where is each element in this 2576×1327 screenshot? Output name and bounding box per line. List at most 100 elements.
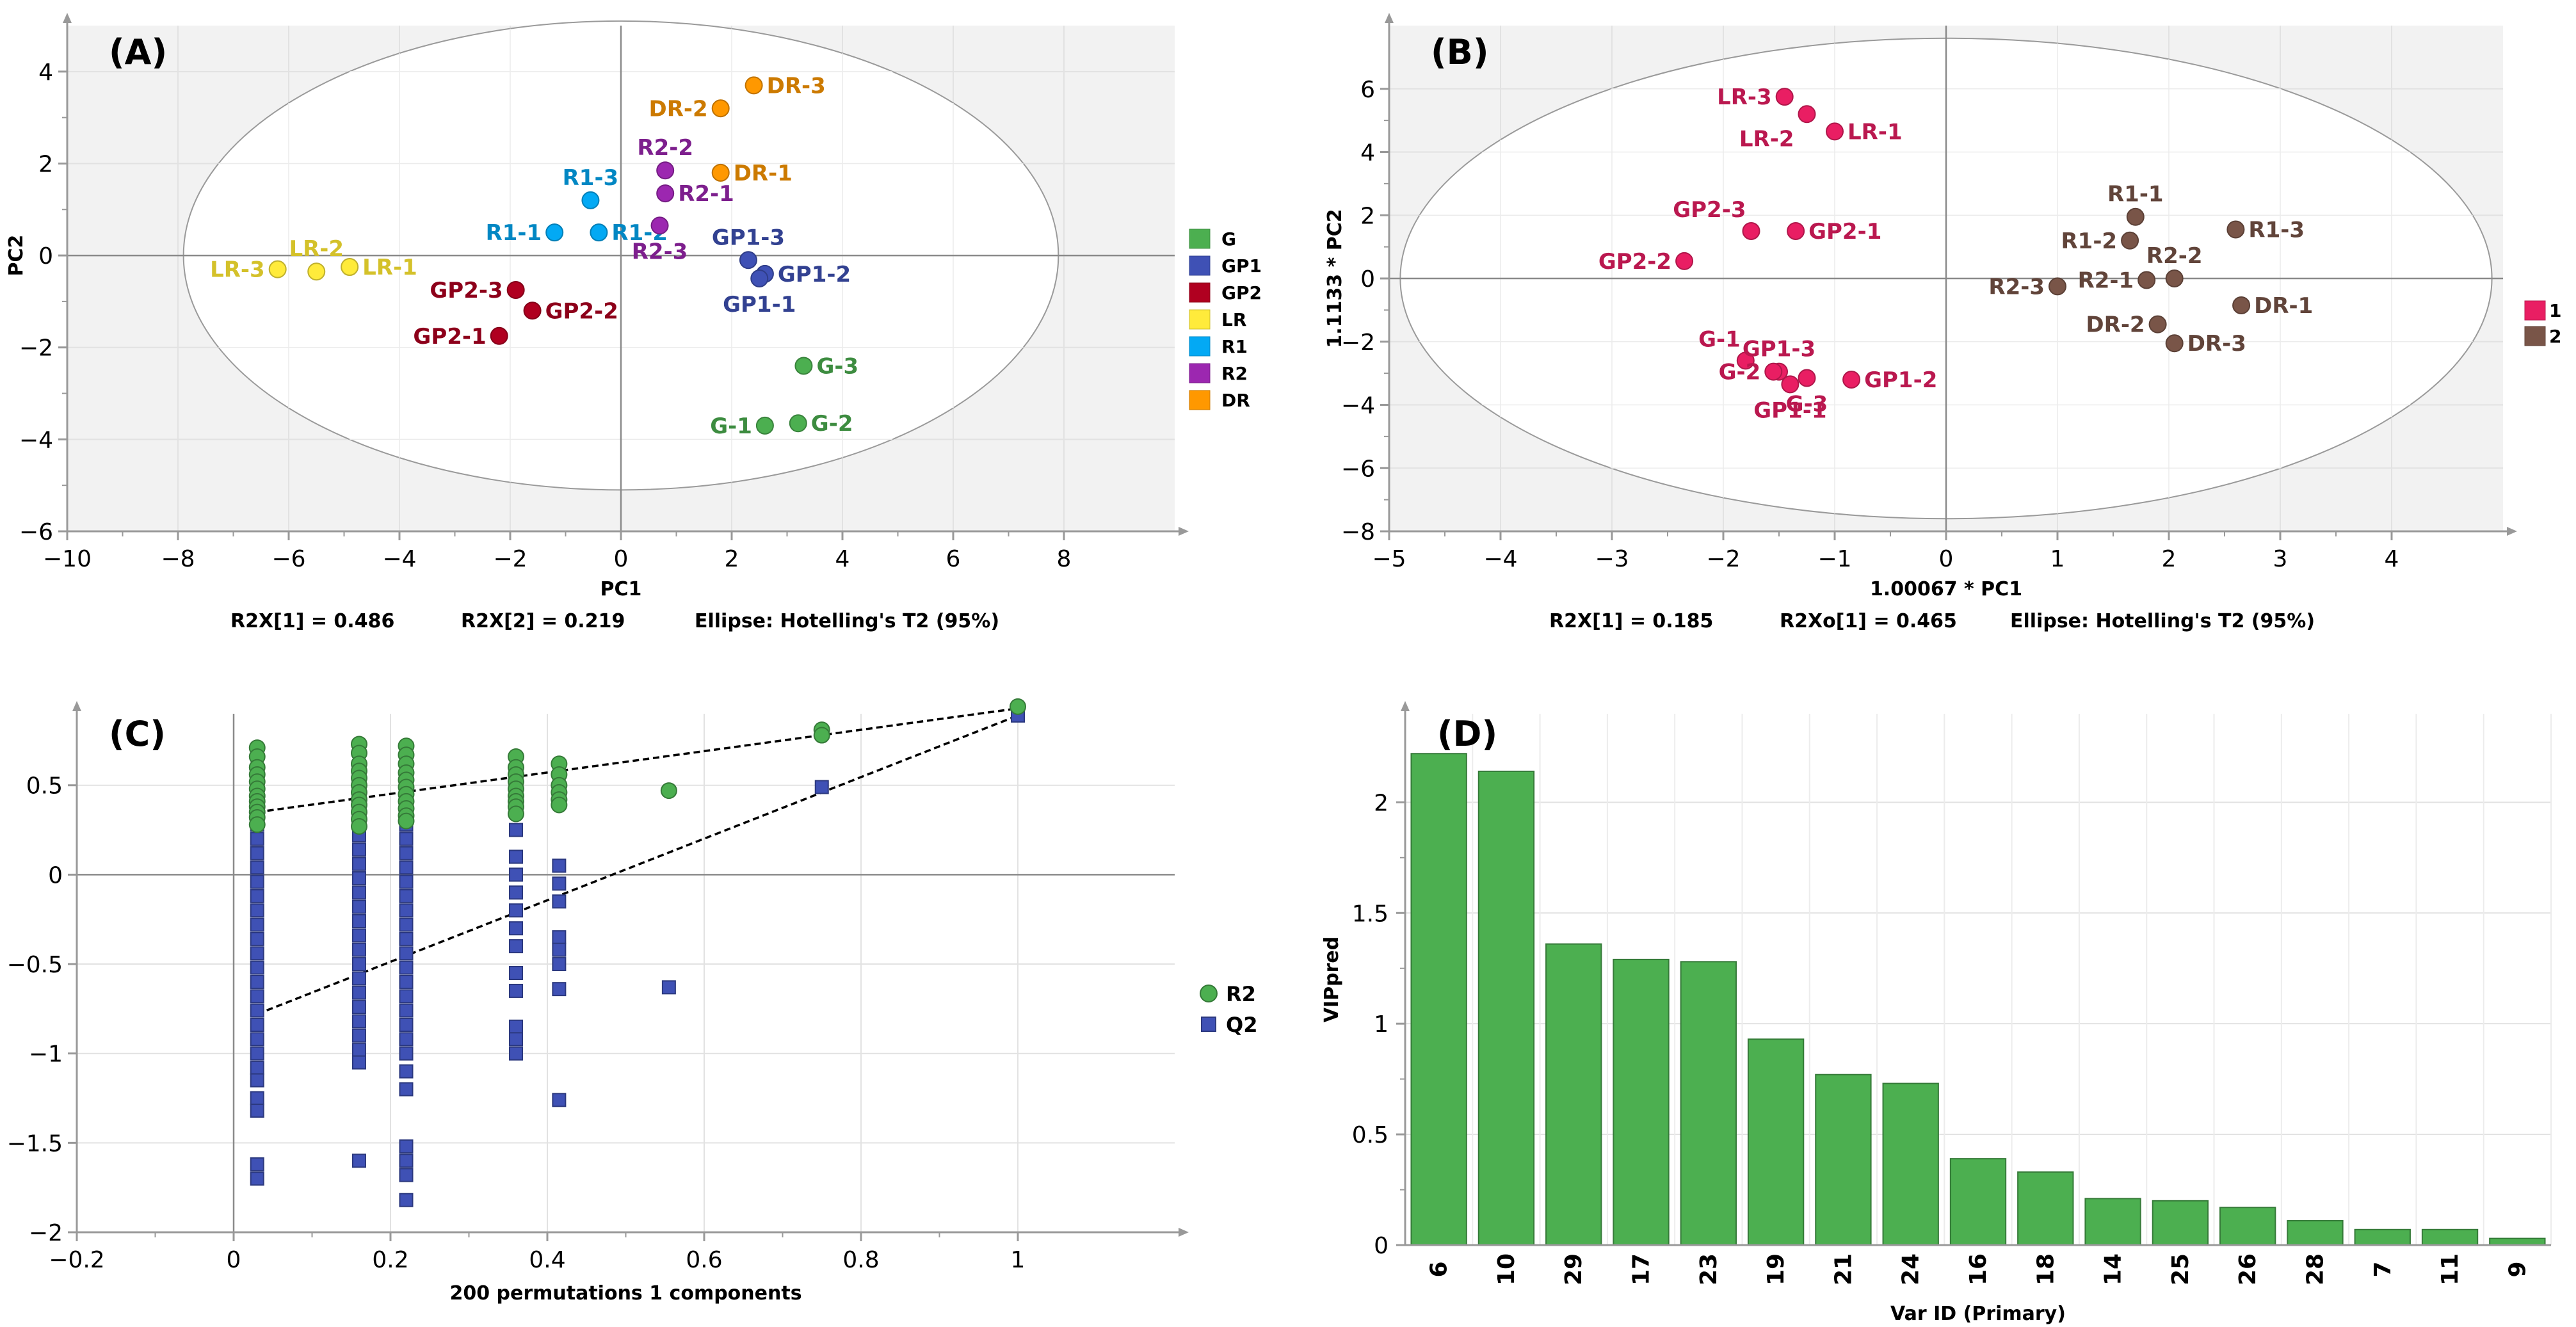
q2-point xyxy=(399,903,414,918)
q2-point xyxy=(399,1193,414,1207)
data-point xyxy=(1675,252,1694,270)
data-point xyxy=(711,163,730,182)
legend-label: R2 xyxy=(1221,363,1248,384)
legend-swatch xyxy=(1189,229,1211,249)
footer-stat: R2X[1] = 0.486 xyxy=(230,610,394,632)
data-point xyxy=(1787,221,1805,240)
q2-point xyxy=(509,983,523,998)
point-label: GP1-1 xyxy=(1753,398,1826,423)
q2-point xyxy=(509,823,523,837)
data-point xyxy=(590,223,608,242)
x-category-label: 28 xyxy=(2302,1253,2328,1285)
bar xyxy=(2152,1200,2209,1246)
q2-point xyxy=(509,1032,523,1047)
x-category-label: 17 xyxy=(1629,1253,1655,1285)
point-label: R1-3 xyxy=(563,165,619,191)
q2-point xyxy=(250,1157,264,1171)
panel-label: (D) xyxy=(1437,714,1497,754)
legend-label: GP1 xyxy=(1221,255,1262,277)
data-point xyxy=(794,357,813,375)
data-point xyxy=(755,416,774,435)
y-axis-arrow xyxy=(1385,13,1394,23)
q2-point xyxy=(399,1046,414,1061)
point-label: GP1-2 xyxy=(778,262,851,287)
bar xyxy=(1949,1158,2007,1246)
panel-d: 6 10 29 17 23 19 21 24 16 18 14 25 26 28 7 11 9 0 0.5 1 1.5 2… xyxy=(1321,701,2552,1325)
y-tick-label: −2 xyxy=(19,335,53,362)
q2-point xyxy=(352,1014,366,1029)
q2-point xyxy=(552,1093,567,1107)
x-tick-label: 3 xyxy=(2273,546,2288,572)
y-axis-label: VIPpred xyxy=(1321,937,1343,1022)
q2-point xyxy=(250,903,264,918)
point-label: DR-2 xyxy=(649,96,708,122)
point-label: LR-3 xyxy=(210,257,265,283)
q2-point xyxy=(399,889,414,903)
legend-label: DR xyxy=(1221,390,1250,411)
y-tick-label: −2 xyxy=(1341,330,1375,356)
r2-point xyxy=(398,812,415,830)
r2-point xyxy=(813,727,830,744)
bar xyxy=(1410,753,1467,1246)
point-label: GP1-3 xyxy=(1743,337,1815,362)
point-label: G-3 xyxy=(816,353,858,379)
data-point xyxy=(490,326,508,345)
q2-point xyxy=(509,1019,523,1034)
r2-point xyxy=(508,805,524,823)
q2-point xyxy=(250,960,264,975)
q2-point xyxy=(250,946,264,961)
data-point xyxy=(1826,122,1844,141)
q2-point xyxy=(509,921,523,936)
q2-point xyxy=(399,1082,414,1097)
y-tick-label: 2 xyxy=(1374,790,1389,816)
point-label: DR-1 xyxy=(734,161,793,186)
y-tick-label: 0.5 xyxy=(1352,1122,1389,1148)
x-category-label: 14 xyxy=(2100,1253,2127,1285)
x-category-label: 9 xyxy=(2504,1261,2531,1277)
data-point xyxy=(2126,207,2145,226)
bar xyxy=(2017,1171,2074,1246)
point-label: GP1-1 xyxy=(723,292,796,318)
data-point xyxy=(2137,271,2156,289)
y-tick-label: 2 xyxy=(38,151,53,177)
y-tick-label: −4 xyxy=(1341,393,1375,419)
y-tick-label: −4 xyxy=(19,427,53,453)
legend-marker-r2 xyxy=(1200,985,1218,1002)
q2-point xyxy=(552,957,567,972)
q2-point xyxy=(250,1104,264,1118)
y-tick-label: −2 xyxy=(29,1220,63,1246)
q2-point xyxy=(250,1171,264,1186)
data-point xyxy=(268,260,287,278)
point-label: DR-3 xyxy=(2187,331,2246,357)
y-axis-label: PC2 xyxy=(5,235,28,277)
y-tick-label: 1.5 xyxy=(1352,901,1389,927)
y-tick-label: 0 xyxy=(48,862,63,889)
point-label: DR-2 xyxy=(2086,312,2145,338)
legend-label: LR xyxy=(1221,309,1246,330)
bar xyxy=(1477,770,1535,1246)
x-tick-label: −10 xyxy=(43,546,92,572)
x-axis-arrow xyxy=(1179,1228,1189,1237)
q2-point xyxy=(250,931,264,946)
x-category-label: 16 xyxy=(1965,1253,1992,1285)
r2-point xyxy=(351,817,367,835)
x-tick-label: −3 xyxy=(1595,546,1629,572)
y-tick-label: −0.5 xyxy=(7,952,63,978)
legend-swatch xyxy=(1189,309,1211,330)
y-tick-label: 4 xyxy=(38,60,53,86)
r2-point xyxy=(551,796,568,814)
footer-stat: Ellipse: Hotelling's T2 (95%) xyxy=(2010,610,2315,632)
point-label: GP1-3 xyxy=(712,225,785,250)
point-label: GP2-3 xyxy=(1673,197,1746,223)
bar xyxy=(1545,943,1602,1246)
q2-point xyxy=(352,1028,366,1043)
point-label: GP2-2 xyxy=(1598,249,1671,275)
q2-point xyxy=(509,867,523,882)
point-label: LR-2 xyxy=(289,236,344,262)
bar xyxy=(1680,961,1737,1246)
y-tick-label: 6 xyxy=(1360,77,1375,103)
bar xyxy=(2421,1228,2479,1246)
q2-point xyxy=(352,871,366,885)
point-label: G-2 xyxy=(1719,360,1761,385)
data-point xyxy=(2226,220,2245,239)
